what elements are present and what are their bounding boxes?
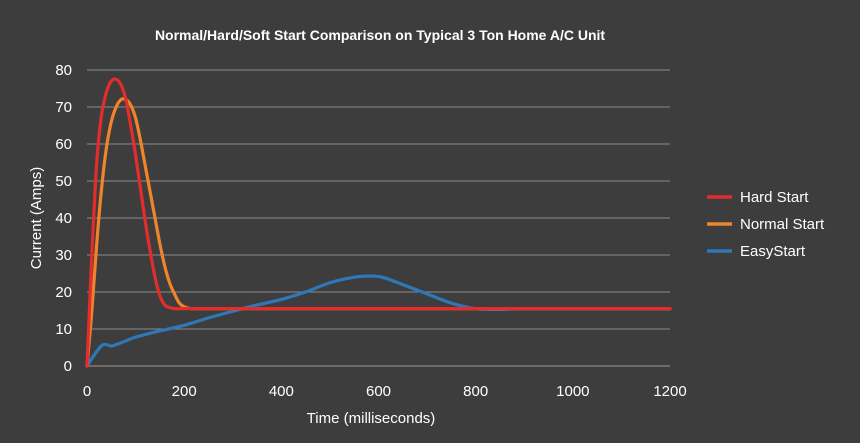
legend-item-hard-start: Hard Start	[707, 189, 809, 206]
y-tick-label: 40	[55, 210, 72, 227]
series-line-hard-start	[85, 77, 672, 368]
y-tick-label: 80	[55, 62, 72, 79]
x-tick-label: 600	[366, 383, 391, 400]
x-axis-title: Time (milliseconds)	[307, 410, 436, 427]
y-tick-label: 0	[64, 358, 72, 375]
y-axis-title: Current (Amps)	[28, 167, 45, 270]
gridlines	[87, 69, 670, 367]
x-tick-label: 200	[172, 383, 197, 400]
x-tick-label: 400	[269, 383, 294, 400]
y-axis: 0 10 20 30 40 50 60 70 80	[55, 62, 72, 375]
y-tick-label: 50	[55, 173, 72, 190]
legend: Hard Start Normal Start EasyStart	[707, 189, 825, 260]
legend-item-easystart: EasyStart	[707, 243, 806, 260]
x-tick-label: 1200	[653, 383, 686, 400]
x-tick-label: 1000	[556, 383, 589, 400]
y-tick-label: 60	[55, 136, 72, 153]
legend-item-normal-start: Normal Start	[707, 216, 825, 233]
legend-label: Hard Start	[740, 189, 809, 206]
x-tick-label: 0	[83, 383, 91, 400]
x-axis: 0 200 400 600 800 1000 1200	[83, 365, 687, 400]
chart-title: Normal/Hard/Soft Start Comparison on Typ…	[155, 27, 605, 43]
series-lines	[85, 77, 672, 368]
y-tick-label: 20	[55, 284, 72, 301]
legend-label: Normal Start	[740, 216, 825, 233]
y-tick-label: 10	[55, 321, 72, 338]
legend-label: EasyStart	[740, 243, 806, 260]
y-tick-label: 30	[55, 247, 72, 264]
y-tick-label: 70	[55, 99, 72, 116]
x-tick-label: 800	[463, 383, 488, 400]
